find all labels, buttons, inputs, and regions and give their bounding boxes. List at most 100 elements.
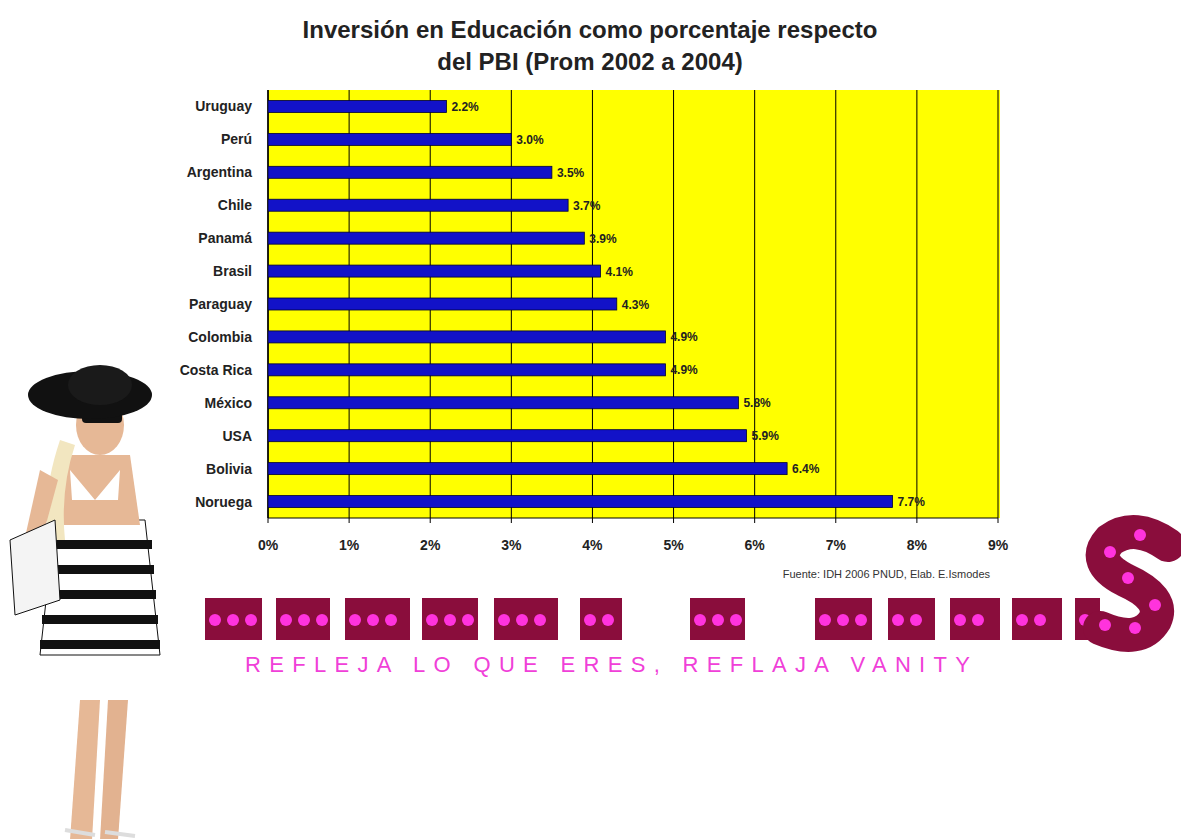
bag (10, 520, 60, 615)
logo-dot (837, 614, 849, 626)
top (70, 470, 120, 500)
data-label: 4.9% (670, 330, 698, 344)
title: Inversión en Educación como porcentaje r… (303, 16, 878, 75)
category-label: Paraguay (189, 296, 252, 312)
logo-dot (462, 614, 474, 626)
tick-mark (835, 518, 836, 523)
bar (268, 364, 665, 376)
logo-block (1012, 598, 1062, 640)
grid (268, 90, 998, 523)
category-label: Noruega (195, 494, 252, 510)
logo-block (888, 598, 935, 640)
leg (100, 700, 128, 839)
chart: 0%1%2%3%4%5%6%7%8%9%2.2%Uruguay3.0%Perú3… (0, 0, 1181, 839)
tick-mark (268, 518, 269, 523)
logo-dot (1016, 614, 1028, 626)
bar (268, 430, 747, 442)
category-label: Colombia (188, 329, 252, 345)
tick-label: 1% (339, 537, 360, 553)
bars (268, 100, 893, 507)
shoe (105, 832, 135, 836)
tick-mark (998, 518, 999, 523)
logo-block (276, 598, 330, 640)
logo-dot (972, 614, 984, 626)
tick-mark (916, 518, 917, 523)
logo-dot (730, 614, 742, 626)
data-label: 4.9% (670, 363, 698, 377)
dress-stripe (48, 540, 152, 549)
logo-dot (602, 614, 614, 626)
tick-mark (349, 518, 350, 523)
logo-block (580, 598, 622, 640)
figure-decoration (10, 365, 160, 839)
bar (268, 463, 787, 475)
category-label: México (205, 395, 252, 411)
data-label: 2.2% (451, 100, 479, 114)
category-label: Argentina (187, 164, 253, 180)
dress-stripe (46, 565, 154, 574)
tick-label: 4% (582, 537, 603, 553)
dress-stripe (40, 640, 160, 649)
logo-dot (712, 614, 724, 626)
data-label: 3.7% (573, 199, 601, 213)
source: Fuente: IDH 2006 PNUD, Elab. E.Ismodes (783, 568, 991, 580)
category-label: USA (222, 428, 252, 444)
data-label: 3.0% (516, 133, 544, 147)
logo-dot (910, 614, 922, 626)
logo-dot (954, 614, 966, 626)
logo-dot (1134, 529, 1146, 541)
tick-label: 5% (663, 537, 684, 553)
tick-label: 0% (258, 537, 279, 553)
data-label: 5.9% (752, 429, 780, 443)
data-label: 7.7% (898, 495, 926, 509)
logo-block (345, 598, 410, 640)
logo-dot (349, 614, 361, 626)
logo-block (494, 598, 558, 640)
logo-block (950, 598, 1000, 640)
logo-dot (227, 614, 239, 626)
logo-dot (584, 614, 596, 626)
logo-block (815, 598, 872, 640)
logo-dot (819, 614, 831, 626)
logo-dot (245, 614, 257, 626)
category-label: Brasil (213, 263, 252, 279)
logo-dot (298, 614, 310, 626)
category-label: Uruguay (195, 98, 252, 114)
tagline: REFLEJA LO QUE ERES, REFLAJA VANITY (245, 652, 970, 677)
tick-label: 2% (420, 537, 441, 553)
tick-label: 6% (745, 537, 766, 553)
tick-label: 9% (988, 537, 1009, 553)
tick-mark (592, 518, 593, 523)
tick-mark (511, 518, 512, 523)
category-label: Bolivia (206, 461, 252, 477)
logo-block (690, 598, 745, 640)
logo-dot (1104, 546, 1116, 558)
grid-line (998, 90, 999, 518)
data-label: 6.4% (792, 462, 820, 476)
logo-dot (1099, 619, 1111, 631)
leg (70, 700, 100, 839)
tick-label: 3% (501, 537, 522, 553)
logo-dot (367, 614, 379, 626)
logo-dot (855, 614, 867, 626)
bar (268, 232, 584, 244)
bar (268, 397, 738, 409)
bar (268, 133, 511, 145)
logo-dot (516, 614, 528, 626)
data-label: 5.8% (743, 396, 771, 410)
logo-dot (892, 614, 904, 626)
title-line: del PBI (Prom 2002 a 2004) (437, 48, 742, 75)
logo-dot (209, 614, 221, 626)
logo-decoration (205, 529, 1168, 640)
hat-crown (68, 365, 132, 405)
bar (268, 199, 568, 211)
category-label: Costa Rica (180, 362, 253, 378)
labels: 2.2%Uruguay3.0%Perú3.5%Argentina3.7%Chil… (180, 98, 926, 509)
logo-dot (444, 614, 456, 626)
dress-stripe (44, 590, 156, 599)
bar (268, 331, 665, 343)
bar (268, 166, 552, 178)
data-label: 4.1% (606, 265, 634, 279)
title-line: Inversión en Educación como porcentaje r… (303, 16, 878, 43)
data-label: 3.9% (589, 232, 617, 246)
